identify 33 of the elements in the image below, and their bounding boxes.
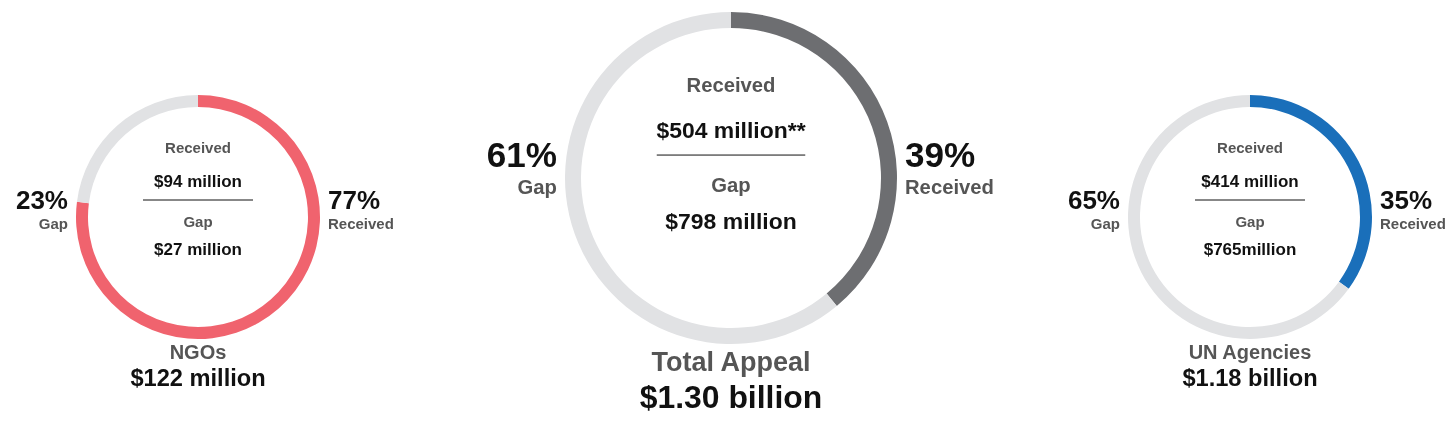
data-label: 65% — [1067, 185, 1120, 215]
donut-slice — [565, 12, 837, 344]
text: $27 million — [154, 240, 242, 259]
text: Received — [686, 73, 776, 96]
text: Total Appeal — [651, 347, 811, 377]
slice-label: Received — [1380, 215, 1446, 232]
text: $765million — [1203, 240, 1297, 259]
slice-label: Gap — [517, 176, 557, 199]
text: UN Agencies — [1188, 341, 1312, 363]
text: $122 million — [130, 365, 266, 392]
data-label: 77% — [328, 185, 381, 215]
text: $1.18 billion — [1182, 365, 1318, 392]
text: Gap — [183, 213, 213, 230]
text: Gap — [711, 173, 751, 196]
data-label: 39% — [905, 135, 976, 175]
text: $798 million — [665, 208, 797, 235]
text: $504 million** — [656, 116, 806, 143]
text: Gap — [1235, 213, 1265, 230]
slice-label: Gap — [1090, 215, 1120, 232]
text: $1.30 billion — [639, 378, 823, 415]
data-label: 23% — [15, 185, 68, 215]
slice-label: Gap — [38, 215, 68, 232]
text: Received — [165, 139, 231, 156]
text: NGOs — [169, 341, 227, 363]
donut-slice — [76, 95, 320, 339]
text: Received — [1217, 139, 1283, 156]
slice-label: Received — [905, 176, 994, 199]
slice-label: Received — [328, 215, 394, 232]
data-label: 35% — [1380, 185, 1433, 215]
data-label: 61% — [486, 135, 557, 175]
donut-slice — [1128, 95, 1349, 339]
text: $414 million — [1201, 172, 1299, 191]
text: $94 million — [154, 172, 242, 191]
